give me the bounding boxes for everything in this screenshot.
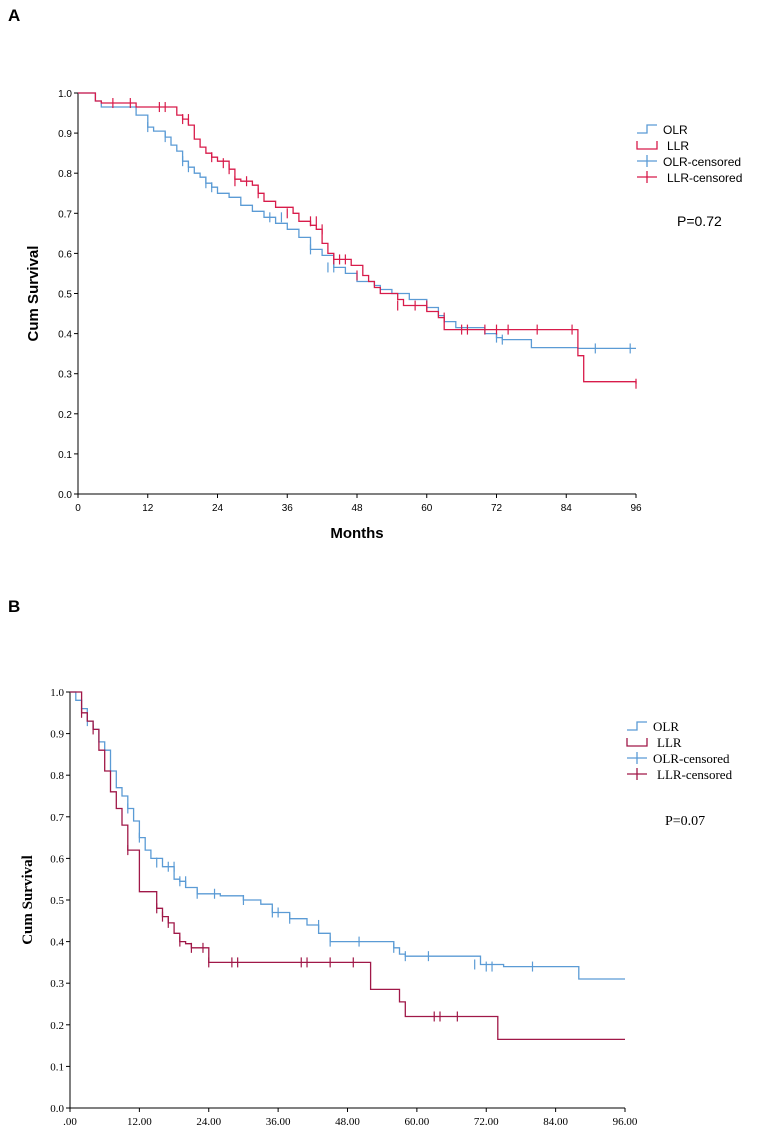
y-axis-title: Cum Survival <box>20 855 36 945</box>
survival-line-olr <box>78 92 636 350</box>
y-tick-label: 0.6 <box>58 249 72 260</box>
legend-label-olr-censored: OLR-censored <box>653 751 730 766</box>
p-value-annotation: P=0.72 <box>677 213 722 229</box>
y-tick-label: 1.0 <box>50 687 64 699</box>
legend-label-llr: LLR <box>667 139 689 153</box>
x-tick-label: 72 <box>491 503 503 514</box>
chart-b: 0.0 0.1 0.2 0.3 0.4 0.5 0.6 0.7 0.8 0.9 1.0 .00 12.0… <box>20 687 733 1128</box>
legend-label-olr-censored: OLR-censored <box>663 155 741 169</box>
survival-line-llr <box>70 691 625 1041</box>
survival-line-olr <box>70 691 625 980</box>
legend-label-llr-censored: LLR-censored <box>657 767 733 782</box>
y-tick-label: 0.9 <box>58 129 72 140</box>
legend-swatch-olr <box>627 721 647 731</box>
x-tick-label: 96 <box>630 503 642 514</box>
y-tick-label: 0.6 <box>50 853 64 865</box>
y-tick-label: 0.0 <box>58 490 72 501</box>
panel-a-label: A <box>8 6 21 25</box>
x-tick-label: 36.00 <box>266 1116 291 1128</box>
y-tick-label: 0.9 <box>50 729 64 741</box>
x-tick-label: 84 <box>561 503 573 514</box>
y-tick-label: 0.1 <box>58 450 72 461</box>
legend-label-olr: OLR <box>663 123 688 137</box>
x-tick-label: 36 <box>282 503 294 514</box>
legend-swatch-llr <box>626 738 648 747</box>
x-tick-label: 12 <box>142 503 154 514</box>
y-tick-label: 0.2 <box>58 410 72 421</box>
survival-line-llr <box>78 92 637 384</box>
x-tick-label: 60.00 <box>405 1116 430 1128</box>
y-tick-label: 0.5 <box>58 290 72 301</box>
y-tick-label: 0.3 <box>50 978 64 990</box>
x-tick-label: 0 <box>75 503 81 514</box>
legend-swatch-llr <box>636 141 658 150</box>
y-tick-label: 0.7 <box>50 812 64 824</box>
x-tick-label: 48.00 <box>335 1116 360 1128</box>
y-tick-label: 0.8 <box>58 169 72 180</box>
legend-label-llr-censored: LLR-censored <box>667 171 742 185</box>
y-tick-label: 0.5 <box>50 895 64 907</box>
y-tick-label: 0.4 <box>58 330 72 341</box>
y-tick-label: 0.4 <box>50 937 64 949</box>
y-tick-label: 0.7 <box>58 209 72 220</box>
x-tick-label: 48 <box>351 503 363 514</box>
y-axis-title: Cum Survival <box>25 246 42 342</box>
x-axis-title: Months <box>330 525 383 542</box>
x-tick-label: 24 <box>212 503 224 514</box>
x-tick-label: 72.00 <box>474 1116 499 1128</box>
legend-label-llr: LLR <box>657 735 682 750</box>
x-tick-label: .00 <box>63 1116 77 1128</box>
x-tick-label: 84.00 <box>543 1116 568 1128</box>
legend-label-olr: OLR <box>653 719 679 734</box>
panel-b-label: B <box>8 597 21 616</box>
y-tick-label: 0.0 <box>50 1103 64 1115</box>
y-tick-label: 1.0 <box>58 89 72 100</box>
y-tick-label: 0.2 <box>50 1020 64 1032</box>
x-tick-label: 96.00 <box>613 1116 638 1128</box>
x-tick-label: 60 <box>421 503 433 514</box>
x-tick-label: 24.00 <box>196 1116 221 1128</box>
y-tick-label: 0.1 <box>50 1061 64 1073</box>
chart-a: 0.0 0.1 0.2 0.3 0.4 0.5 0.6 0.7 0.8 0.9 1.0 0 12 24 36… <box>25 89 742 542</box>
legend-swatch-olr <box>637 124 657 134</box>
y-tick-label: 0.8 <box>50 770 64 782</box>
x-tick-label: 12.00 <box>127 1116 152 1128</box>
p-value-annotation: P=0.07 <box>665 814 705 829</box>
y-tick-label: 0.3 <box>58 370 72 381</box>
